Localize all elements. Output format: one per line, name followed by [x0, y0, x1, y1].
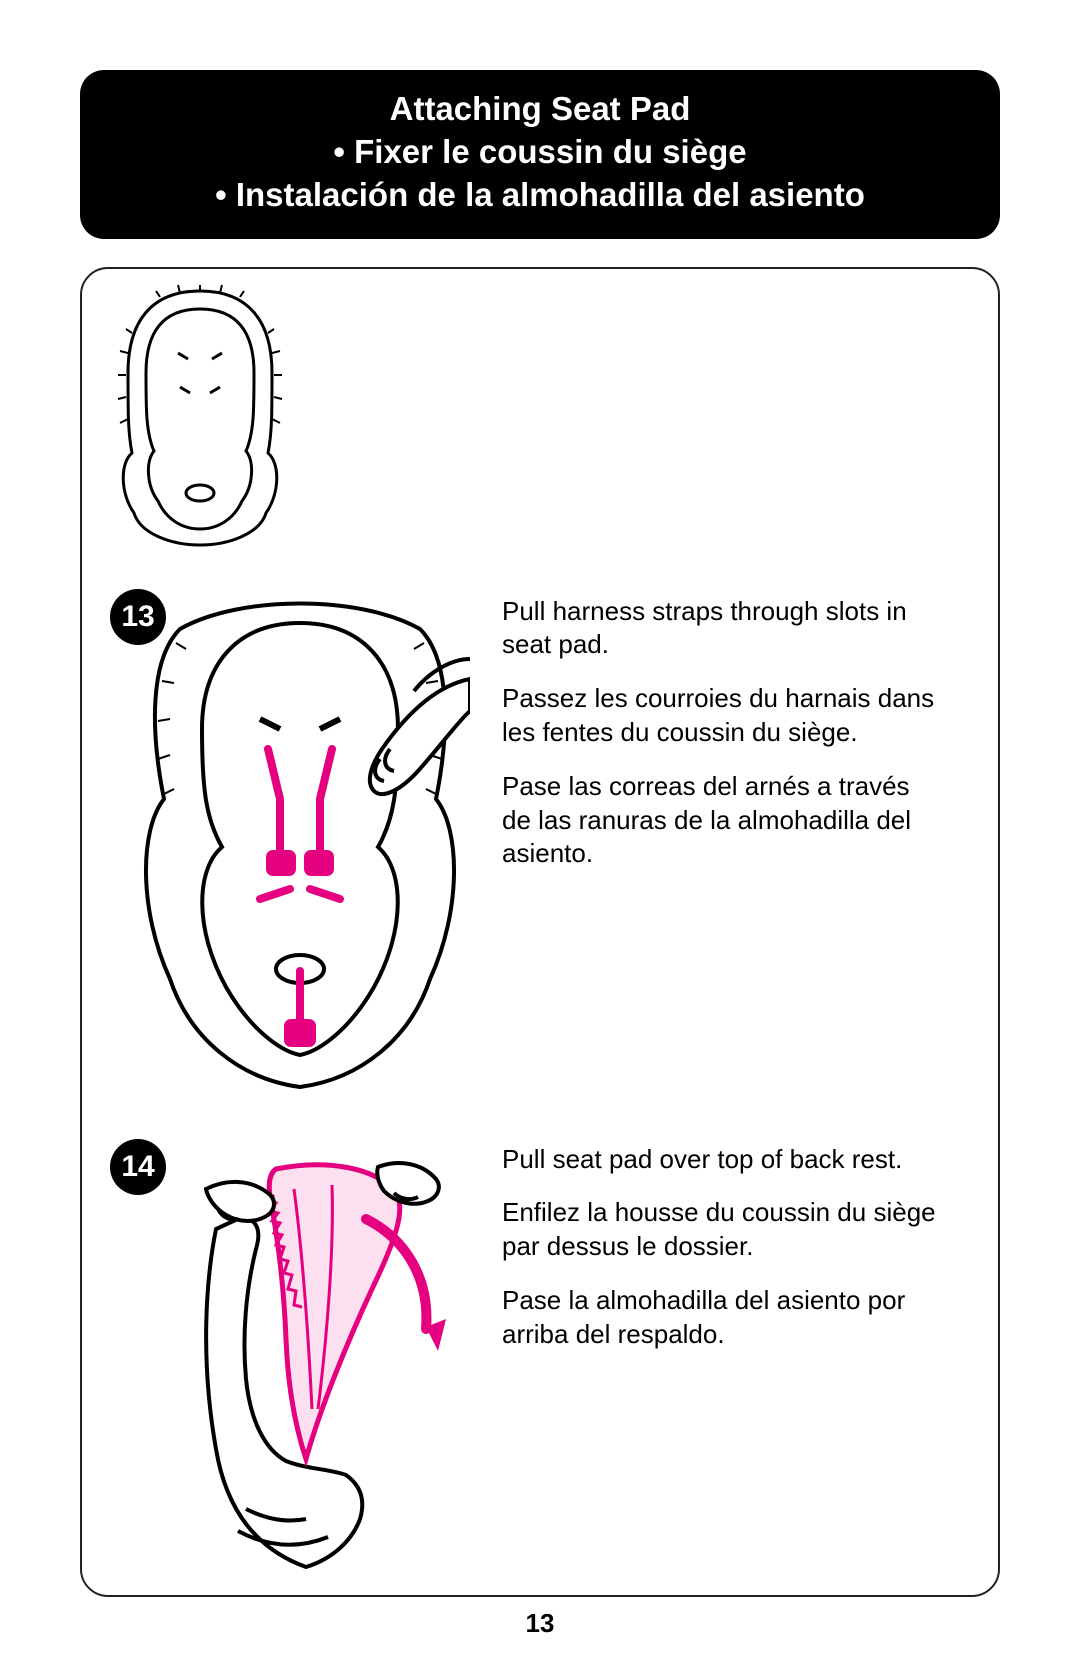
section-title: Attaching Seat Pad • Fixer le coussin du… [80, 70, 1000, 239]
step14-en: Pull seat pad over top of back rest. [502, 1143, 942, 1177]
illustration-step-14 [146, 1149, 466, 1579]
title-fr: • Fixer le coussin du siège [100, 131, 980, 174]
title-en: Attaching Seat Pad [100, 88, 980, 131]
step-13-text: Pull harness straps through slots in sea… [502, 595, 942, 892]
step-14-text: Pull seat pad over top of back rest. Enf… [502, 1143, 942, 1372]
title-es: • Instalación de la almohadilla del asie… [100, 174, 980, 217]
illustration-step-13 [130, 599, 470, 1099]
step14-fr: Enfilez la housse du coussin du siège pa… [502, 1196, 942, 1264]
step13-es: Pase las correas del arnés a través de l… [502, 770, 942, 871]
step14-es: Pase la almohadilla del asiento por arri… [502, 1284, 942, 1352]
page-number: 13 [0, 1608, 1080, 1639]
step13-en: Pull harness straps through slots in sea… [502, 595, 942, 663]
step13-fr: Passez les courroies du harnais dans les… [502, 682, 942, 750]
content-frame: 13 [80, 267, 1000, 1597]
illustration-seat-pad-small [110, 283, 290, 553]
